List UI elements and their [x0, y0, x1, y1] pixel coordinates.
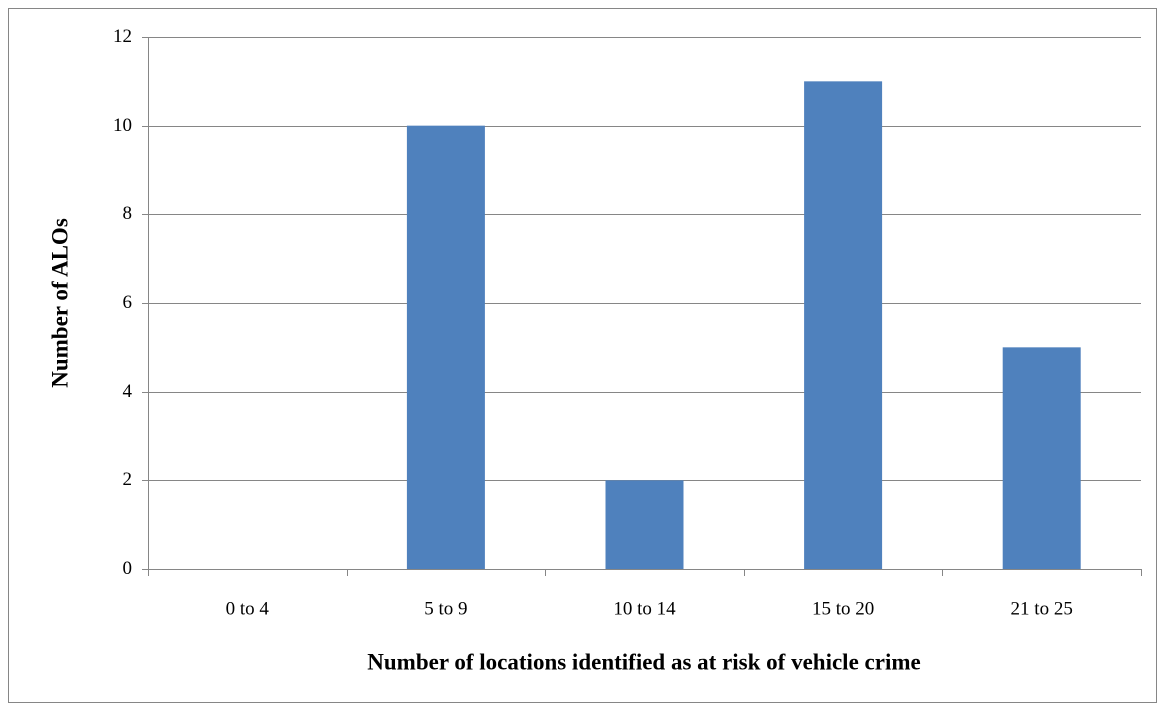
x-tick-label: 15 to 20	[812, 598, 874, 619]
x-tick-label: 0 to 4	[226, 598, 270, 619]
y-axis-title: Number of ALOs	[47, 218, 72, 388]
y-tick-label: 0	[123, 558, 133, 579]
y-tick-label: 10	[113, 115, 132, 136]
y-tick-label: 8	[123, 203, 133, 224]
y-tick-label: 4	[123, 381, 133, 402]
y-tick-label: 6	[123, 292, 133, 313]
x-tick-label: 10 to 14	[613, 598, 676, 619]
bar	[605, 480, 684, 569]
x-axis-title: Number of locations identified as at ris…	[367, 649, 920, 674]
x-tick-label: 21 to 25	[1011, 598, 1073, 619]
bar	[406, 125, 485, 570]
bar	[804, 81, 883, 569]
y-tick-label: 2	[123, 469, 133, 490]
x-tick-label: 5 to 9	[424, 598, 467, 619]
y-tick-label: 12	[113, 26, 132, 47]
chart-border	[8, 8, 1157, 703]
bar	[1002, 347, 1081, 569]
